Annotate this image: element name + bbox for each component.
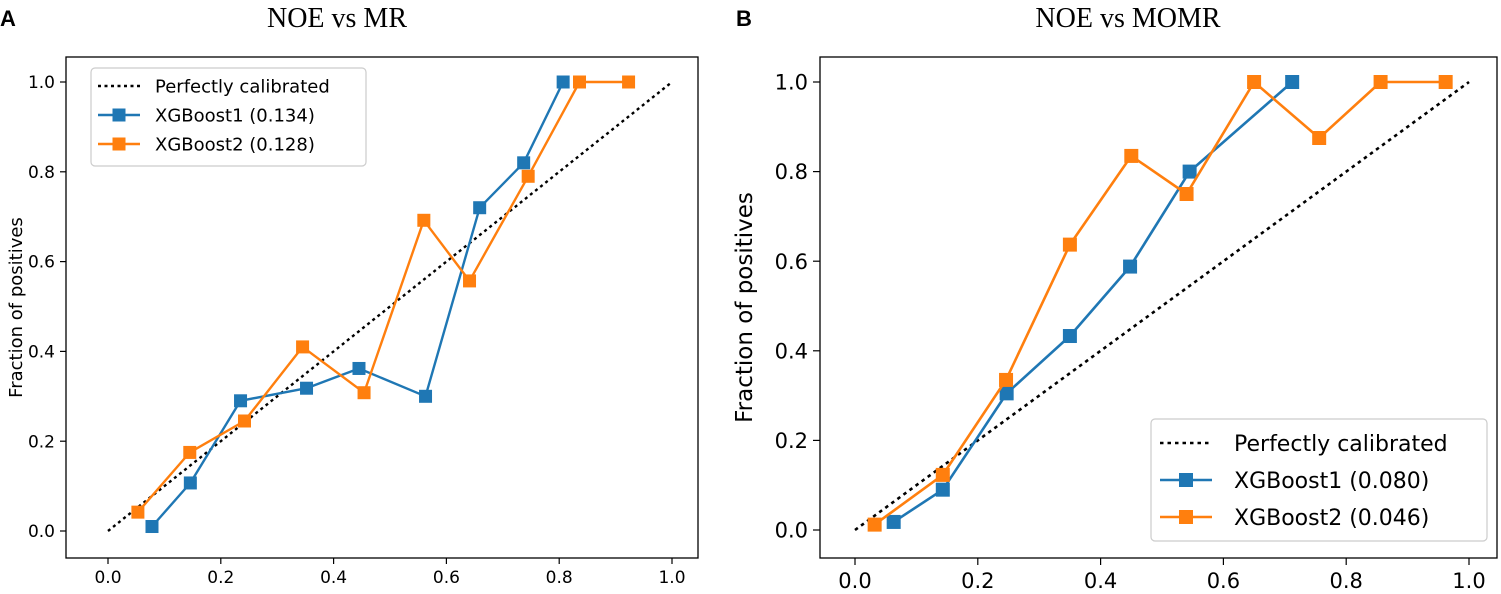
data-point [463, 274, 477, 288]
x-tick-label: 0.0 [94, 568, 121, 588]
y-tick-label: 0.4 [28, 343, 55, 363]
data-point [357, 386, 371, 400]
x-tick-label: 0.6 [1207, 569, 1240, 593]
x-tick-label: 0.8 [1329, 569, 1362, 593]
data-point [517, 156, 531, 170]
data-point [300, 381, 314, 395]
reference-line [107, 81, 673, 532]
data-point [417, 213, 431, 227]
series-line [136, 80, 629, 513]
data-point [622, 75, 636, 89]
x-tick-label: 0.2 [961, 569, 994, 593]
series-1 [886, 75, 1300, 529]
panel-letter: A [0, 6, 16, 31]
legend-label: Perfectly calibrated [1234, 432, 1448, 457]
data-point [237, 414, 251, 428]
data-point [1179, 187, 1194, 201]
y-axis-label: Fraction of positives [6, 217, 27, 398]
legend-marker [1179, 473, 1193, 487]
data-point [556, 75, 570, 89]
series-line [873, 80, 1446, 526]
y-tick-label: 0.2 [775, 429, 808, 453]
y-tick-label: 0.0 [775, 519, 808, 543]
data-point [183, 476, 197, 490]
data-point [999, 372, 1014, 387]
data-point [1182, 164, 1197, 179]
x-tick-label: 0.8 [546, 568, 573, 588]
legend: Perfectly calibrated XGBoost1 (0.134) XGBo… [90, 67, 367, 167]
data-point [131, 505, 145, 519]
series-1 [145, 75, 570, 534]
legend-label: XGBoost2 (0.046) [1234, 506, 1429, 531]
data-point [1438, 75, 1453, 89]
y-tick-label: 1.0 [775, 71, 808, 95]
data-point [473, 201, 487, 215]
data-point [521, 169, 535, 183]
chart-panel-a: A NOE vs MR 0.0 0.2 0.4 0.6 0.8 1.0 0.0 0.2 0.4 0.6… [0, 3, 699, 588]
chart-panel-b: B NOE vs MOMR 0.0 0.2 0.4 0.6 0.8 1.0 0.0 0.2 0.4 0… [732, 3, 1498, 593]
y-tick-label: 0.2 [28, 432, 55, 452]
x-tick-label: 0.0 [838, 569, 871, 593]
y-tick-label: 0.8 [775, 160, 808, 184]
x-tick-label: 1.0 [658, 568, 685, 588]
y-tick-label: 0.0 [28, 522, 55, 542]
x-tick-label: 0.2 [207, 568, 234, 588]
x-tick-label: 1.0 [1452, 569, 1485, 593]
data-point [935, 467, 950, 482]
y-tick-label: 0.8 [28, 163, 55, 183]
plot-frame [819, 56, 1498, 559]
data-point [296, 340, 310, 354]
x-tick-label: 0.4 [1084, 569, 1117, 593]
data-point [1062, 329, 1077, 344]
y-tick-label: 1.0 [28, 73, 55, 93]
chart-title: NOE vs MR [267, 3, 407, 34]
legend-label: XGBoost1 (0.134) [155, 105, 315, 126]
data-point [1247, 75, 1262, 89]
data-point [573, 75, 587, 89]
data-point [234, 394, 248, 408]
data-point [1373, 75, 1388, 89]
reference-line [854, 80, 1470, 532]
legend-marker [1179, 510, 1193, 524]
series-2 [867, 75, 1453, 532]
data-point [1285, 75, 1300, 89]
data-point [886, 514, 901, 529]
y-axis-label: Fraction of positives [732, 192, 758, 423]
y-tick-label: 0.6 [28, 253, 55, 273]
legend-label: XGBoost2 (0.128) [155, 134, 315, 155]
data-point [1124, 148, 1139, 163]
data-point [999, 386, 1014, 401]
data-point [352, 361, 366, 375]
plot-frame [65, 56, 699, 559]
data-point [419, 389, 433, 403]
legend-marker [112, 108, 126, 122]
x-tick-label: 0.6 [433, 568, 460, 588]
data-point [1062, 237, 1077, 252]
x-tick-label: 0.4 [320, 568, 347, 588]
data-point [935, 482, 950, 497]
legend-frame [90, 67, 367, 167]
chart-title: NOE vs MOMR [1035, 3, 1220, 34]
series-2 [131, 75, 636, 519]
legend-label: XGBoost1 (0.080) [1234, 469, 1429, 494]
y-tick-label: 0.6 [775, 250, 808, 274]
y-tick-label: 0.4 [775, 339, 808, 363]
legend-frame [1150, 418, 1488, 542]
data-point [1123, 259, 1138, 274]
data-point [1312, 131, 1327, 145]
legend: Perfectly calibrated XGBoost1 (0.080) XGBo… [1150, 418, 1488, 542]
panel-letter: B [736, 6, 752, 31]
data-point [183, 445, 197, 459]
data-point [867, 517, 882, 532]
legend-label: Perfectly calibrated [155, 76, 330, 97]
legend-marker [112, 137, 126, 151]
data-point [145, 520, 159, 534]
